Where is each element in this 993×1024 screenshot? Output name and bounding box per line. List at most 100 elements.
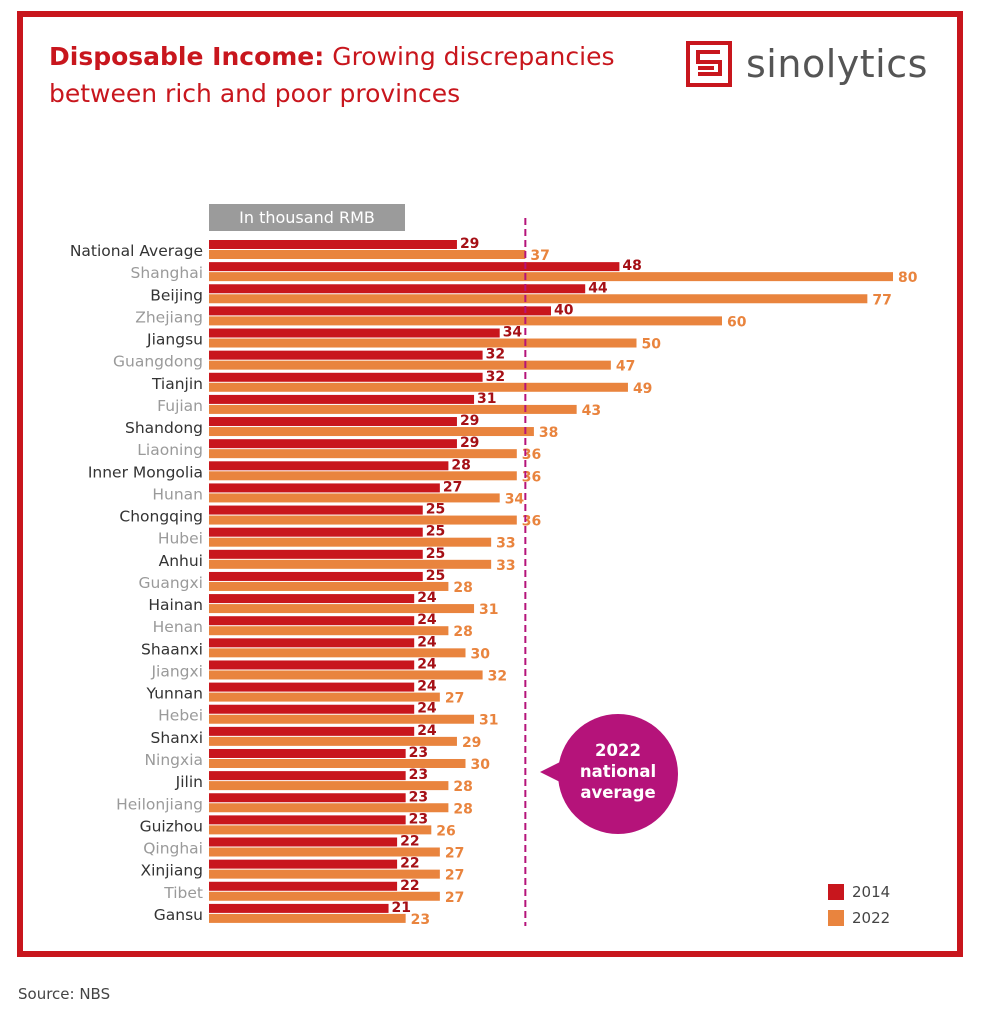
value-label-2022-hainan: 31 [479, 602, 498, 618]
annotation-pointer [540, 762, 560, 782]
value-label-2014-gansu: 21 [392, 900, 411, 916]
bar-2014-yunnan [209, 682, 415, 692]
value-label-2014-national-average: 29 [460, 236, 479, 252]
value-label-2014-hebei: 24 [417, 701, 437, 717]
value-label-2022-hubei: 33 [496, 536, 515, 552]
bar-2022-heilonjiang [209, 803, 449, 813]
bar-2022-yunnan [209, 692, 440, 702]
bar-2014-hunan [209, 483, 440, 493]
bar-2014-hainan [209, 594, 415, 604]
bar-2022-hebei [209, 714, 475, 724]
value-label-2014-anhui: 25 [426, 546, 445, 562]
bar-2014-gansu [209, 903, 389, 913]
value-label-2022-tianjin: 49 [633, 381, 652, 397]
bar-2022-anhui [209, 559, 492, 569]
bar-2022-hunan [209, 493, 500, 503]
value-label-2022-henan: 28 [453, 624, 472, 640]
bar-2022-xinjiang [209, 869, 440, 879]
bar-2022-guangdong [209, 360, 611, 370]
value-label-2022-qinghai: 27 [445, 846, 464, 862]
category-label-qinghai: Qinghai [143, 840, 203, 858]
category-label-xinjiang: Xinjiang [140, 862, 203, 880]
value-label-2022-yunnan: 27 [445, 691, 464, 707]
value-label-2022-heilonjiang: 28 [453, 801, 472, 817]
category-label-hebei: Hebei [158, 707, 203, 725]
bar-2022-qinghai [209, 847, 440, 857]
category-label-fujian: Fujian [157, 397, 203, 415]
value-label-2022-national-average: 37 [530, 248, 549, 264]
bar-2022-gansu [209, 913, 406, 923]
bar-2014-jiangxi [209, 660, 415, 670]
bar-2022-guizhou [209, 825, 432, 835]
bar-2022-tianjin [209, 382, 628, 392]
category-label-shaanxi: Shaanxi [141, 640, 203, 658]
category-label-tibet: Tibet [163, 884, 203, 902]
bar-2014-guangxi [209, 571, 423, 581]
value-label-2022-shandong: 38 [539, 425, 558, 441]
category-label-shandong: Shandong [125, 419, 203, 437]
value-label-2014-heilonjiang: 23 [409, 789, 428, 805]
value-label-2014-shanxi: 24 [417, 723, 437, 739]
bar-2014-hebei [209, 704, 415, 714]
value-label-2014-beijing: 44 [588, 280, 608, 296]
legend-item-2014: 2014 [828, 879, 890, 905]
bar-2014-shandong [209, 417, 457, 427]
value-label-2022-liaoning: 36 [522, 447, 541, 463]
category-label-guangxi: Guangxi [139, 574, 203, 592]
value-label-2014-shaanxi: 24 [417, 634, 437, 650]
value-label-2022-zhejiang: 60 [727, 314, 747, 330]
bar-2022-hubei [209, 537, 492, 547]
logo-text: sinolytics [746, 42, 928, 86]
value-label-2014-xinjiang: 22 [400, 856, 419, 872]
value-label-2022-shanghai: 80 [898, 270, 918, 286]
value-label-2014-jilin: 23 [409, 767, 428, 783]
value-label-2014-henan: 24 [417, 612, 437, 628]
category-label-shanxi: Shanxi [151, 729, 203, 747]
legend-swatch-2014 [828, 884, 844, 900]
chart-frame [17, 11, 963, 957]
bar-2022-guangxi [209, 581, 449, 591]
bar-2014-chongqing [209, 505, 423, 515]
value-label-2022-guangdong: 47 [616, 359, 635, 375]
bar-2022-beijing [209, 294, 868, 304]
bar-2022-fujian [209, 404, 577, 414]
category-label-hainan: Hainan [148, 596, 203, 614]
bar-2014-ningxia [209, 748, 406, 758]
legend-swatch-2022 [828, 910, 844, 926]
bar-2022-henan [209, 626, 449, 636]
category-label-ningxia: Ningxia [144, 751, 203, 769]
value-label-2022-jiangsu: 50 [642, 337, 662, 353]
category-label-national-average: National Average [70, 242, 203, 260]
bar-2014-shaanxi [209, 638, 415, 648]
category-label-tianjin: Tianjin [151, 375, 203, 393]
bar-2014-jiangsu [209, 328, 500, 338]
value-label-2014-hainan: 24 [417, 590, 437, 606]
category-label-inner-mongolia: Inner Mongolia [88, 463, 203, 481]
annotation-bubble [558, 714, 678, 834]
bar-2014-shanxi [209, 726, 415, 736]
value-label-2014-tianjin: 32 [486, 369, 505, 385]
value-label-2022-jilin: 28 [453, 779, 472, 795]
bar-2022-national-average [209, 250, 526, 259]
value-label-2014-hunan: 27 [443, 479, 462, 495]
value-label-2022-hunan: 34 [505, 491, 525, 507]
value-label-2014-hubei: 25 [426, 524, 445, 540]
sinolytics-logo-icon [686, 41, 732, 87]
bar-2014-guangdong [209, 350, 483, 360]
bar-2022-jiangxi [209, 670, 483, 680]
value-label-2022-gansu: 23 [411, 912, 430, 928]
bar-2014-jilin [209, 771, 406, 781]
bar-2022-ningxia [209, 758, 466, 768]
value-label-2014-ningxia: 23 [409, 745, 428, 761]
annotation-text-line-3: average [580, 783, 655, 802]
category-label-jiangxi: Jiangxi [150, 662, 203, 680]
bar-2022-hainan [209, 604, 475, 614]
category-label-chongqing: Chongqing [119, 508, 203, 526]
bar-2014-zhejiang [209, 306, 551, 316]
value-label-2014-guangdong: 32 [486, 347, 505, 363]
category-label-heilonjiang: Heilonjiang [116, 795, 203, 813]
bar-2022-chongqing [209, 515, 517, 525]
title-bold: Disposable Income: [49, 42, 325, 71]
value-label-2014-shandong: 29 [460, 413, 479, 429]
source-note: Source: NBS [18, 985, 111, 1003]
